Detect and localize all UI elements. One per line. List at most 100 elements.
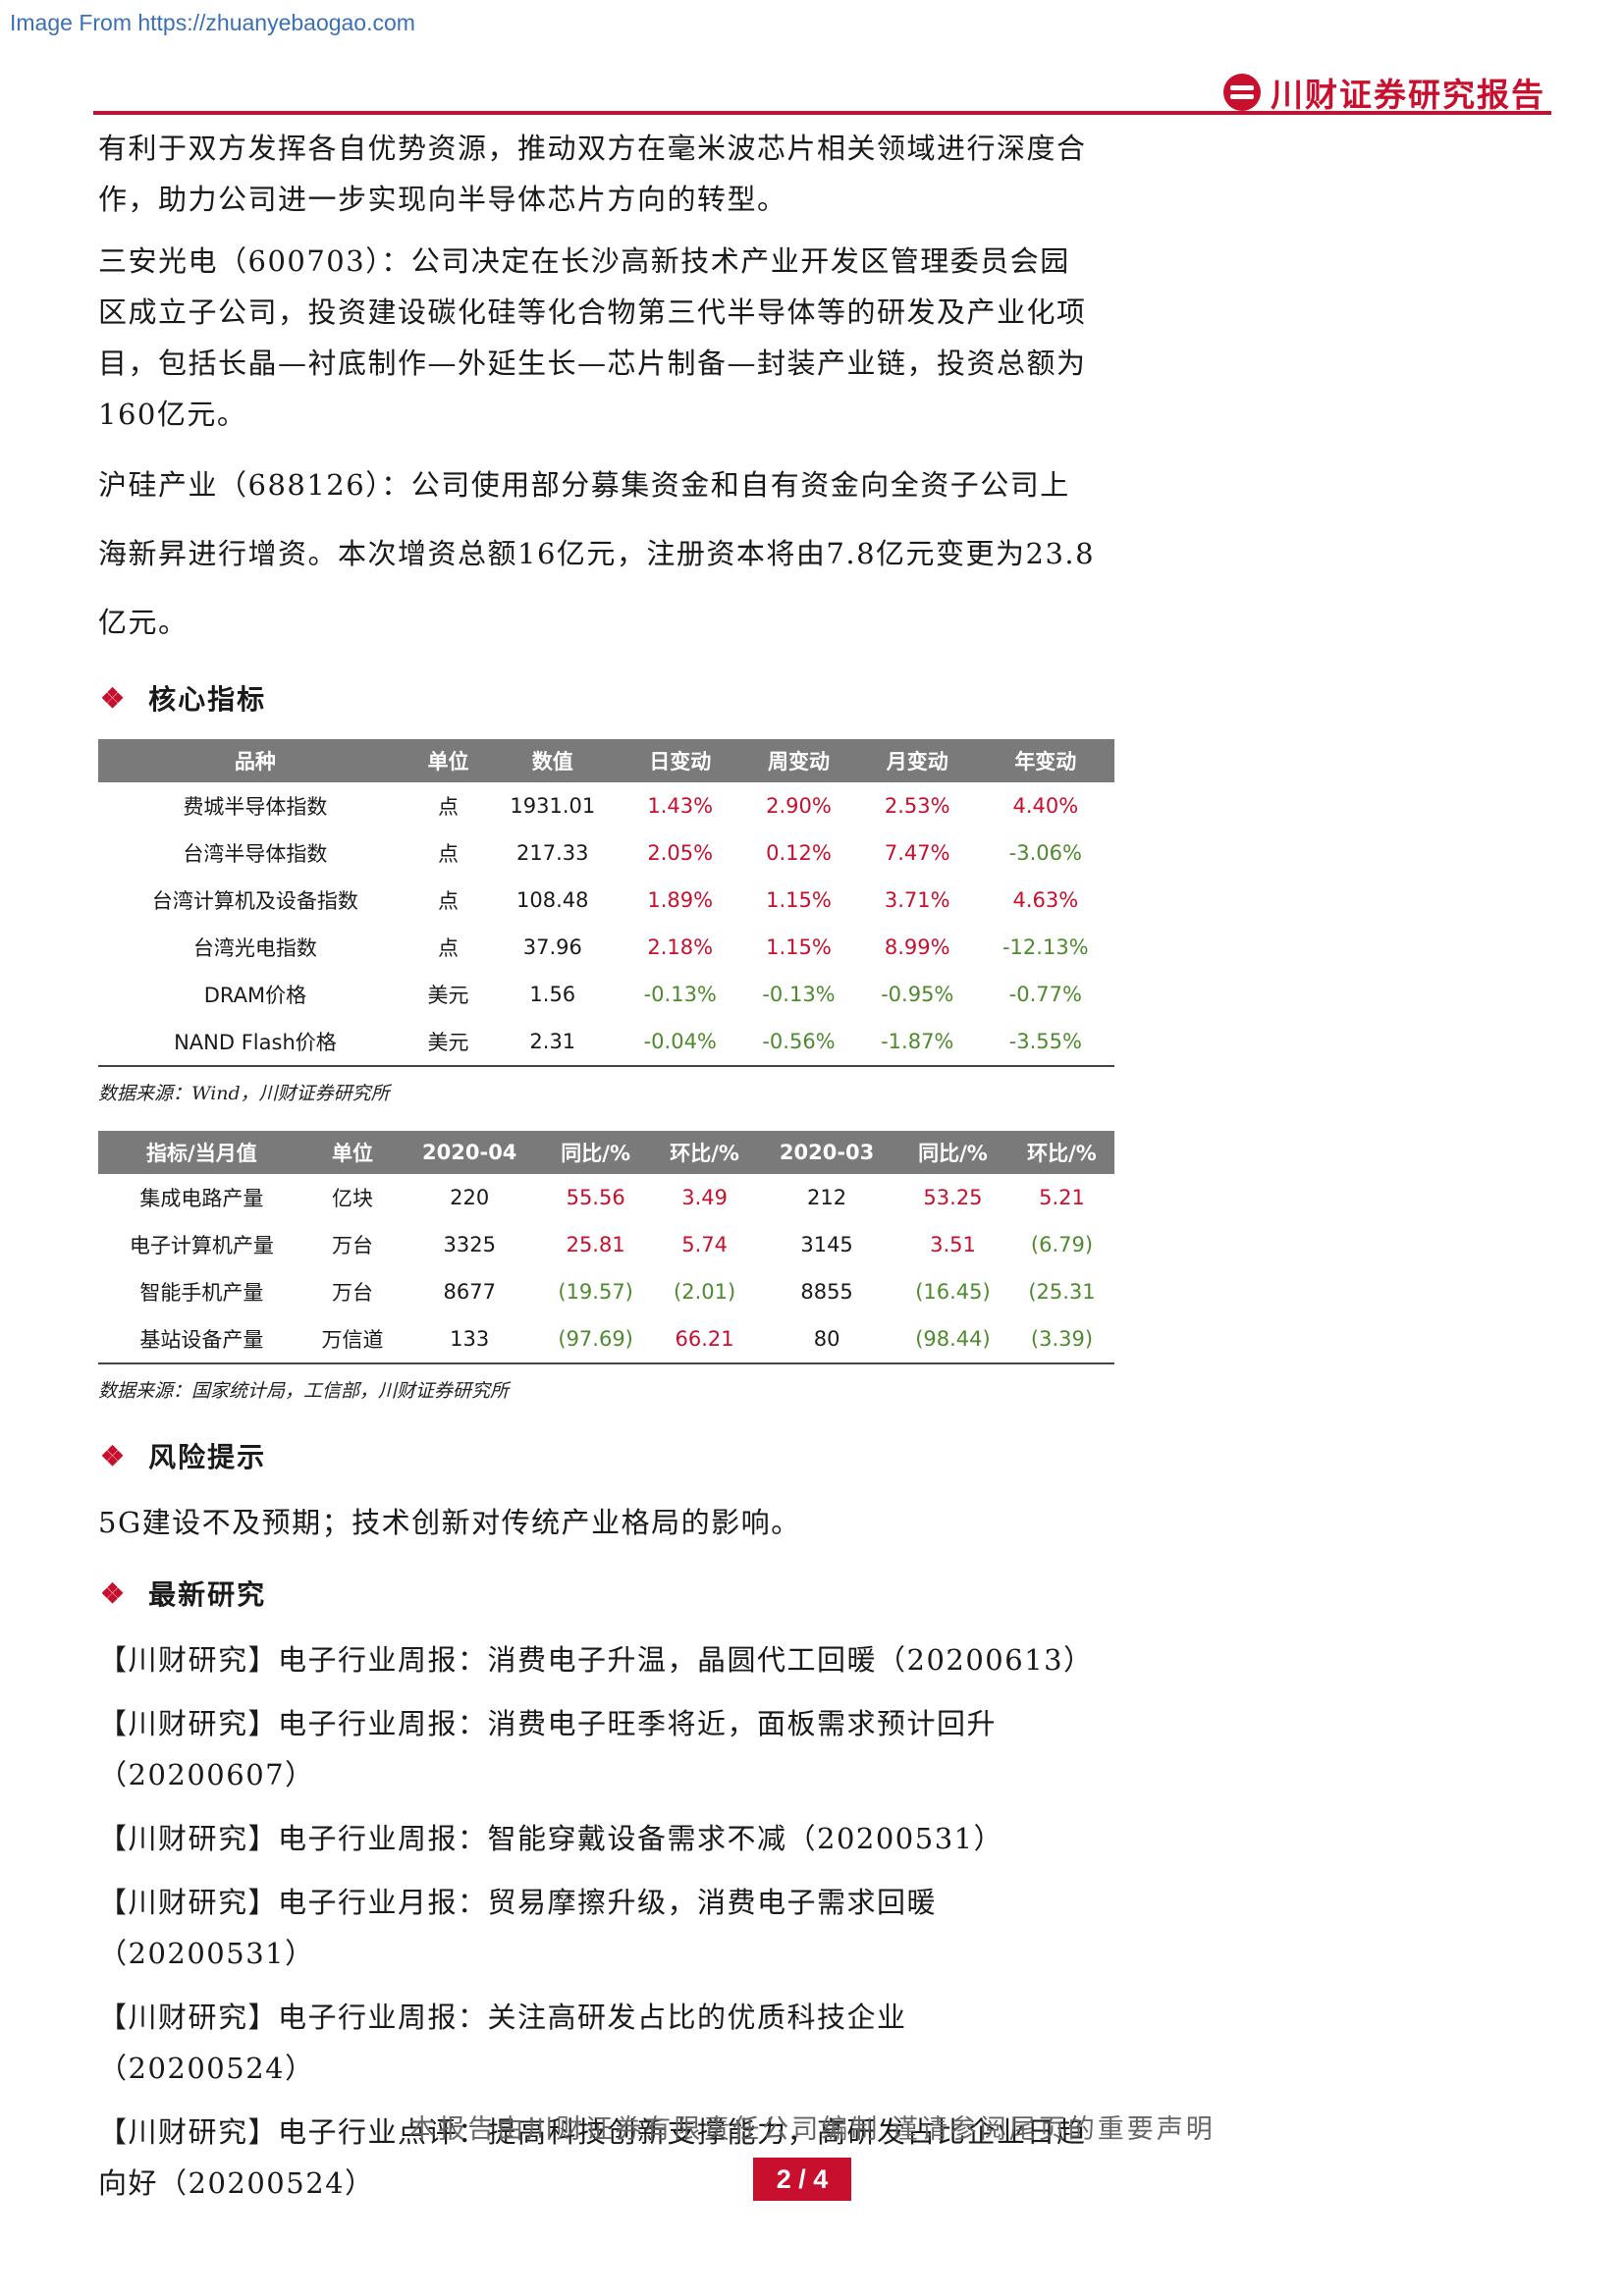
table-cell: 4.63% — [1012, 888, 1079, 912]
table-row: NAND Flash价格 美元 2.31 -0.04% -0.56% -1.87% -3.5… — [98, 1018, 1114, 1067]
table-cell: -0.56% — [739, 1018, 858, 1067]
brand-name: 川财证券研究报告 — [1271, 76, 1545, 114]
column-header: 同比/% — [561, 1142, 630, 1165]
production-table: 指标/当月值 单位 2020-04 同比/% 环比/% 2020-03 同比/% 环比/% 集… — [98, 1131, 1114, 1364]
table-cell: (3.39) — [1008, 1315, 1114, 1364]
table-row: DRAM价格 美元 1.56 -0.13% -0.13% -0.95% -0.77% — [98, 971, 1114, 1018]
section-core-indicators: ❖ 核心指标 — [98, 678, 1100, 718]
table-body: 集成电路产量 亿块 220 55.56 3.49 212 53.25 5.21 电子计算机产量万… — [98, 1174, 1114, 1364]
section-title: 核心指标 — [148, 683, 267, 716]
table-row: 智能手机产量 万台 8677 (19.57) (2.01) 8855 (16.45) (25.… — [98, 1268, 1114, 1315]
table-cell: (2.01) — [674, 1280, 736, 1304]
table-cell: 1.15% — [766, 935, 832, 959]
column-header: 品种 — [234, 750, 276, 774]
research-item: 【川财研究】电子行业周报：关注高研发占比的优质科技企业（20200524） — [98, 2001, 907, 2085]
table-cell: 亿块 — [332, 1187, 373, 1210]
table-cell: 3.51 — [930, 1233, 976, 1256]
table-cell: 点 — [438, 795, 460, 819]
table-cell: -3.06% — [1008, 841, 1082, 865]
table-cell: 7.47% — [884, 841, 950, 865]
table-cell: 1.43% — [647, 794, 714, 818]
brand-logo-icon — [1223, 74, 1261, 111]
column-header: 周变动 — [768, 750, 830, 774]
table-cell: 37.96 — [522, 935, 582, 959]
table-cell: 万信道 — [304, 1315, 401, 1364]
table-cell: 2.05% — [647, 841, 714, 865]
table-row: 台湾计算机及设备指数 点 108.48 1.89% 1.15% 3.71% 4.63% — [98, 877, 1114, 924]
table-cell: NAND Flash价格 — [98, 1018, 412, 1067]
table-cell: (6.79) — [1030, 1233, 1094, 1256]
table-cell: 1.15% — [766, 888, 832, 912]
table-cell: -0.77% — [1008, 983, 1082, 1006]
paragraph-1-text: 有利于双方发挥各自优势资源，推动双方在毫米波芯片相关领域进行深度合作，助力公司进… — [98, 132, 1087, 216]
table-cell: 5.74 — [681, 1233, 728, 1256]
table-cell: 2.90% — [766, 794, 832, 818]
table-row: 台湾半导体指数 点 217.33 2.05% 0.12% 7.47% -3.06% — [98, 829, 1114, 877]
table-cell: 电子计算机产量 — [129, 1234, 274, 1257]
table-cell: 美元 — [427, 984, 469, 1007]
table-header-row: 品种 单位 数值 日变动 周变动 月变动 年变动 — [98, 739, 1114, 782]
table-cell: 万台 — [332, 1281, 373, 1305]
column-header: 2020-04 — [422, 1141, 517, 1164]
column-header: 数值 — [531, 750, 573, 774]
paragraph-2: 三安光电（600703）：公司决定在长沙高新技术产业开发区管理委员会园区成立子公… — [98, 236, 1100, 440]
table-cell: (19.57) — [558, 1280, 633, 1304]
column-header: 日变动 — [649, 750, 712, 774]
table-row: 台湾光电指数 点 37.96 2.18% 1.15% 8.99% -12.13% — [98, 924, 1114, 971]
table-row: 电子计算机产量 万台 3325 25.81 5.74 3145 3.51 (6.79) — [98, 1221, 1114, 1268]
table-cell: 0.12% — [766, 841, 832, 865]
column-header: 月变动 — [886, 750, 948, 774]
column-header: 年变动 — [1014, 750, 1077, 774]
table-cell: -0.13% — [762, 983, 836, 1006]
table-cell: (25.31 — [1028, 1280, 1096, 1304]
footer-disclaimer: 本报告由川财证券有限责任公司编制 谨请参阅尾页的重要声明 — [408, 2114, 1216, 2145]
research-item: 【川财研究】电子行业点评：提高科技创新支撑能力，高研发占比企业日趋向好（2020… — [98, 2115, 1087, 2200]
research-item: 【川财研究】电子行业周报：智能穿戴设备需求不减（20200531） — [98, 1822, 1004, 1855]
table-cell: -0.13% — [643, 983, 717, 1006]
table-cell: 3.71% — [884, 888, 950, 912]
table-cell: 8677 — [443, 1280, 496, 1304]
table-cell: 25.81 — [566, 1233, 625, 1256]
table-cell: 8.99% — [884, 935, 950, 959]
table2-source: 数据来源：国家统计局，工信部，川财证券研究所 — [98, 1380, 510, 1402]
column-header: 指标/当月值 — [146, 1142, 257, 1165]
column-header: 单位 — [427, 750, 469, 774]
section-latest-research: ❖ 最新研究 — [98, 1574, 1100, 1613]
table-row: 基站设备产量 万信道 133 (97.69) 66.21 80 (98.44) (3.39) — [98, 1315, 1114, 1364]
table-cell: 66.21 — [652, 1315, 758, 1364]
table-cell: 万台 — [332, 1234, 373, 1257]
table-cell: 点 — [438, 936, 460, 960]
table-cell: 55.56 — [566, 1186, 625, 1209]
paragraph-2-text: 三安光电（600703）：公司决定在长沙高新技术产业开发区管理委员会园区成立子公… — [98, 244, 1087, 431]
core-indicators-table: 品种 单位 数值 日变动 周变动 月变动 年变动 费城半导体指数点 1931.01 1.43% 2… — [98, 739, 1114, 1067]
table-cell: 108.48 — [516, 888, 589, 912]
column-header: 2020-03 — [779, 1141, 875, 1164]
table-cell: 220 — [450, 1186, 490, 1209]
page-number: 2 / 4 — [753, 2158, 851, 2201]
table-cell: (98.44) — [896, 1315, 1009, 1364]
table-cell: 台湾光电指数 — [192, 936, 317, 960]
diamond-bullet-icon: ❖ — [100, 1439, 128, 1472]
table-cell: 1.56 — [529, 983, 576, 1006]
table-cell: -12.13% — [1001, 935, 1089, 959]
table-cell: (97.69) — [539, 1315, 653, 1364]
table-cell: 3145 — [800, 1233, 853, 1256]
table-row: 费城半导体指数 点 1931.01 1.43% 2.90% 2.53% 4.40% — [98, 782, 1114, 829]
column-header: 环比/% — [1027, 1142, 1097, 1165]
table-cell: 5.21 — [1039, 1186, 1085, 1209]
table1-source: 数据来源：Wind，川财证券研究所 — [98, 1083, 390, 1104]
table-cell: 1.89% — [647, 888, 714, 912]
brand-header: 川财证券研究报告 — [1223, 69, 1545, 116]
research-item: 【川财研究】电子行业月报：贸易摩擦升级，消费电子需求回暖（20200531） — [98, 1886, 938, 1970]
table-cell: 3325 — [443, 1233, 496, 1256]
table-cell: 2.18% — [647, 935, 714, 959]
research-item: 【川财研究】电子行业周报：消费电子升温，晶圆代工回暖（20200613） — [98, 1643, 1094, 1677]
table-body: 费城半导体指数点 1931.01 1.43% 2.90% 2.53% 4.40% 台湾半导体… — [98, 782, 1114, 1067]
table-cell: 费城半导体指数 — [183, 795, 328, 819]
column-header: 同比/% — [918, 1142, 988, 1165]
risk-text: 5G建设不及预期；技术创新对传统产业格局的影响。 — [98, 1506, 801, 1539]
section-risk: ❖ 风险提示 — [98, 1436, 1100, 1475]
watermark[interactable]: Image From https://zhuanyebaogao.com — [10, 10, 415, 35]
table-cell: 智能手机产量 — [139, 1281, 264, 1305]
table-cell: -1.87% — [857, 1018, 977, 1067]
